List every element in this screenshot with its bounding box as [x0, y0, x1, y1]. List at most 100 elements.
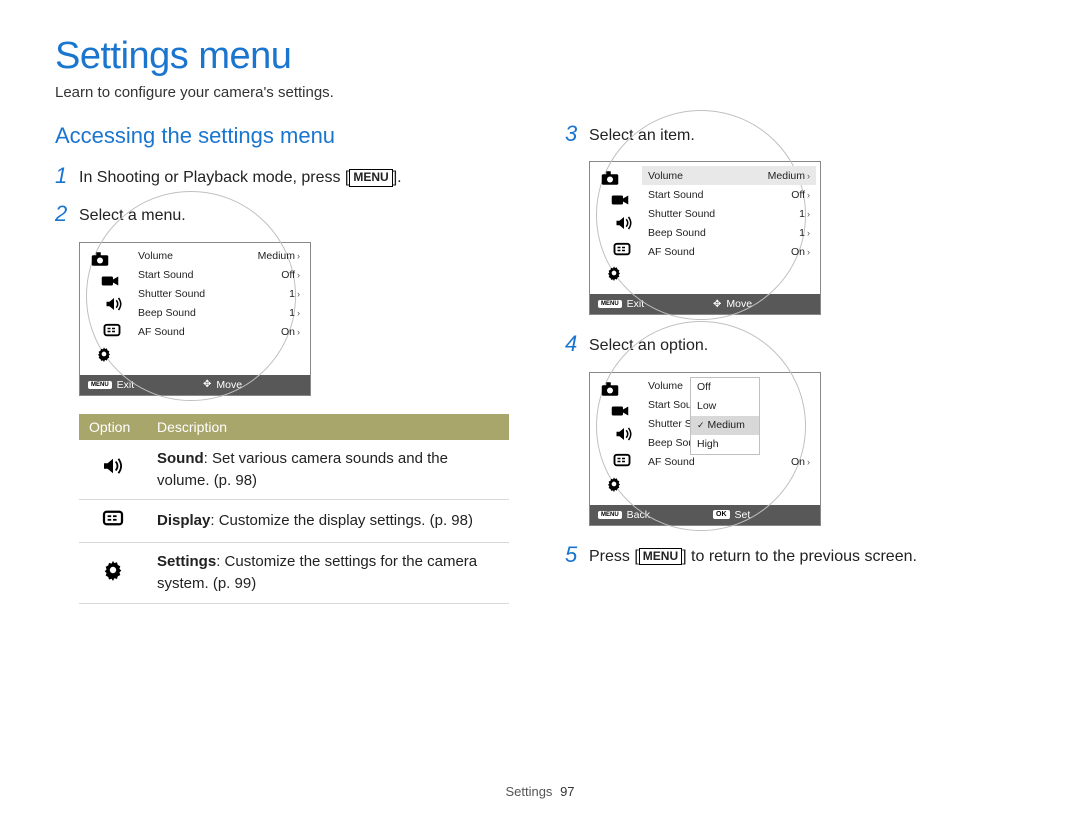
row-label: Start Sound: [138, 269, 193, 281]
menu-row[interactable]: Start Sound Off›: [642, 185, 816, 204]
gear-icon[interactable]: [94, 345, 114, 363]
row-value: On: [281, 326, 295, 338]
video-icon[interactable]: [610, 402, 630, 420]
chevron-right-icon: ›: [807, 171, 810, 181]
table-row: Settings: Customize the settings for the…: [79, 543, 509, 604]
menu-badge: MENU: [349, 169, 392, 187]
camera-icon[interactable]: [90, 250, 110, 268]
row-value: Medium: [768, 170, 805, 182]
display-icon[interactable]: [612, 451, 632, 469]
chevron-right-icon: ›: [807, 190, 810, 200]
menu-row[interactable]: AF Sound On›: [132, 323, 306, 342]
option-label: Off: [697, 381, 711, 393]
chevron-right-icon: ›: [297, 251, 300, 261]
row-value: 1: [289, 307, 295, 319]
step-5: 5 Press [MENU] to return to the previous…: [565, 544, 1025, 568]
row-value: Off: [791, 189, 805, 201]
menu-panel-1: VolumeMedium› Start SoundOff› Shutter So…: [79, 242, 311, 396]
row-label: AF Sound: [138, 326, 185, 338]
footer-page-number: 97: [560, 784, 574, 799]
video-icon[interactable]: [100, 272, 120, 290]
gear-icon: [79, 543, 147, 604]
row-label: AF Sound: [648, 246, 695, 258]
row-label: Start Sound: [648, 189, 703, 201]
display-icon[interactable]: [612, 240, 632, 258]
row-label: Beep Sound: [138, 307, 196, 319]
gear-icon[interactable]: [604, 475, 624, 493]
display-icon[interactable]: [102, 321, 122, 339]
row-label: Shutter Sound: [138, 288, 205, 300]
chevron-right-icon: ›: [297, 270, 300, 280]
row-label: Volume: [648, 170, 683, 182]
step-number: 4: [565, 333, 589, 355]
menu-row[interactable]: Shutter Sound 1›: [132, 285, 306, 304]
step-text-after: ].: [393, 169, 402, 186]
option-item[interactable]: Low: [691, 397, 759, 416]
chevron-right-icon: ›: [297, 308, 300, 318]
desc-bold: Sound: [157, 450, 204, 467]
page-footer: Settings 97: [0, 784, 1080, 799]
step-text-after: ] to return to the previous screen.: [682, 548, 917, 565]
step-text: In Shooting or Playback mode, press [MEN…: [79, 165, 402, 189]
table-row: Display: Customize the display settings.…: [79, 500, 509, 543]
menu-badge-icon: MENU: [598, 511, 622, 519]
step-number: 5: [565, 544, 589, 566]
menu-row[interactable]: Beep Sound1›: [642, 223, 816, 242]
desc-bold: Display: [157, 512, 210, 529]
menu-row[interactable]: Volume Medium›: [642, 166, 816, 185]
row-value: 1: [289, 288, 295, 300]
menu-row[interactable]: AF Sound On›: [642, 242, 816, 261]
sound-icon[interactable]: [614, 425, 634, 443]
table-header-description: Description: [147, 414, 509, 440]
row-value: On: [791, 246, 805, 258]
menu-badge-icon: MENU: [88, 381, 112, 389]
row-value: On: [791, 456, 805, 468]
option-label: Low: [697, 400, 716, 412]
step-1: 1 In Shooting or Playback mode, press [M…: [55, 165, 515, 189]
chevron-right-icon: ›: [297, 327, 300, 337]
sound-icon: [79, 440, 147, 500]
row-value: Off: [281, 269, 295, 281]
menu-panel-2: VolumeMedium› Start SoundOff› Shutter So…: [589, 161, 821, 315]
option-item[interactable]: High: [691, 435, 759, 454]
menu-row[interactable]: Shutter Sound 1›: [642, 204, 816, 223]
step-text-before: In Shooting or Playback mode, press [: [79, 169, 349, 186]
menu-badge-icon: MENU: [598, 300, 622, 308]
menu-badge: MENU: [639, 548, 682, 566]
menu-row[interactable]: AF SoundOn›: [642, 453, 816, 472]
footer-section: Settings: [505, 784, 552, 799]
chevron-right-icon: ›: [807, 228, 810, 238]
sound-icon[interactable]: [104, 295, 124, 313]
desc-text: : Customize the display settings. (p. 98…: [210, 512, 473, 529]
page-title: Settings menu: [55, 35, 1025, 78]
menu-row[interactable]: VolumeMedium›: [132, 247, 306, 266]
check-icon: ✓: [697, 420, 705, 431]
option-item[interactable]: ✓Medium: [691, 416, 759, 435]
menu-rows: VolumeMedium› Start SoundOff› Shutter So…: [642, 166, 816, 261]
option-item[interactable]: Off: [691, 378, 759, 397]
option-popup: Off Low ✓Medium High: [690, 377, 760, 455]
camera-icon[interactable]: [600, 169, 620, 187]
chevron-right-icon: ›: [807, 247, 810, 257]
gear-icon[interactable]: [604, 264, 624, 282]
row-value: 1: [799, 208, 805, 220]
chevron-right-icon: ›: [297, 289, 300, 299]
video-icon[interactable]: [610, 191, 630, 209]
row-label: Beep Sound: [648, 227, 706, 239]
camera-icon[interactable]: [600, 380, 620, 398]
chevron-right-icon: ›: [807, 209, 810, 219]
menu-rows: VolumeMedium› Start SoundOff› Shutter So…: [132, 247, 306, 342]
sound-icon[interactable]: [614, 214, 634, 232]
table-desc: Sound: Set various camera sounds and the…: [147, 440, 509, 500]
row-label: Shutter Sound: [648, 208, 715, 220]
table-row: Sound: Set various camera sounds and the…: [79, 440, 509, 500]
menu-row[interactable]: Start Sound Off›: [132, 266, 306, 285]
chevron-right-icon: ›: [807, 457, 810, 467]
table-desc: Display: Customize the display settings.…: [147, 500, 509, 543]
row-label: Volume: [138, 250, 173, 262]
step-number: 1: [55, 165, 79, 187]
option-label: Medium: [708, 419, 745, 431]
row-label: Volume: [648, 380, 683, 392]
section-heading: Accessing the settings menu: [55, 123, 515, 149]
menu-row[interactable]: Beep Sound 1›: [132, 304, 306, 323]
